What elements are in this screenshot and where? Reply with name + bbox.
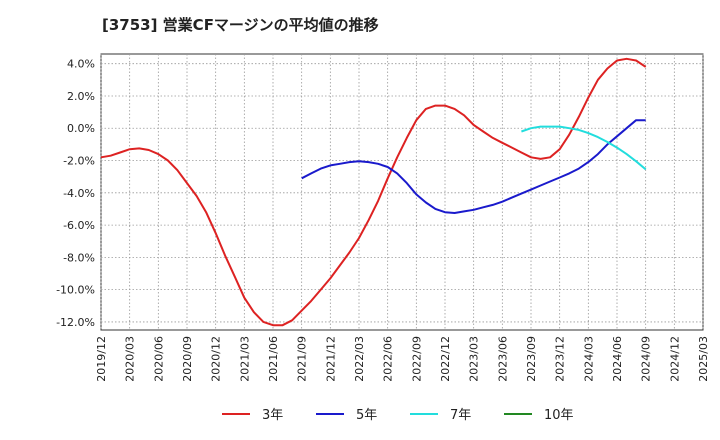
- x-tick-label: 2023/09: [525, 336, 538, 382]
- legend-label-3: 10年: [544, 408, 574, 423]
- x-tick-label: 2022/03: [353, 336, 366, 382]
- legend-label-0: 3年: [262, 408, 283, 423]
- x-tick-label: 2021/06: [267, 336, 280, 382]
- legend-label-1: 5年: [356, 408, 377, 423]
- y-axis-ticks: 4.0% 2.0% 0.0% -2.0% -4.0% -6.0% -8.0% -10.0% -1…: [56, 58, 95, 329]
- x-tick-label: 2020/06: [152, 336, 165, 382]
- x-tick-label: 2019/12: [95, 336, 108, 382]
- y-tick-label: -2.0%: [63, 155, 95, 168]
- x-tick-label: 2022/06: [382, 336, 395, 382]
- x-tick-label: 2020/03: [124, 336, 137, 382]
- x-tick-label: 2025/03: [697, 336, 710, 382]
- x-tick-label: 2024/09: [640, 336, 653, 382]
- x-tick-label: 2020/09: [181, 336, 194, 382]
- series-line-1: [301, 119, 646, 214]
- grid: [100, 54, 704, 330]
- x-tick-label: 2021/09: [296, 336, 309, 382]
- x-tick-label: 2024/03: [582, 336, 595, 382]
- x-tick-label: 2024/12: [668, 336, 681, 382]
- series-lines: [100, 57, 647, 327]
- x-tick-label: 2022/09: [410, 336, 423, 382]
- series-line-2: [521, 125, 647, 171]
- y-tick-label: 2.0%: [67, 90, 95, 103]
- y-tick-label: -8.0%: [63, 251, 95, 264]
- y-tick-label: -12.0%: [56, 316, 95, 329]
- legend: 3年 5年 7年 10年: [222, 408, 574, 423]
- y-tick-label: -10.0%: [56, 284, 95, 297]
- series-line-0: [100, 57, 647, 327]
- x-tick-label: 2022/12: [439, 336, 452, 382]
- y-tick-label: 4.0%: [67, 58, 95, 71]
- x-axis-ticks: 2019/12 2020/03 2020/06 2020/09 2020/12 2021/…: [95, 336, 710, 382]
- x-tick-label: 2023/03: [468, 336, 481, 382]
- x-tick-label: 2021/03: [238, 336, 251, 382]
- x-tick-label: 2023/12: [554, 336, 567, 382]
- y-tick-label: -4.0%: [63, 187, 95, 200]
- chart-title: [3753] 営業CFマージンの平均値の推移: [102, 16, 379, 34]
- y-tick-label: 0.0%: [67, 122, 95, 135]
- x-tick-label: 2023/06: [496, 336, 509, 382]
- x-tick-label: 2024/06: [611, 336, 624, 382]
- x-tick-label: 2021/12: [324, 336, 337, 382]
- plot-area: [100, 53, 704, 331]
- y-tick-label: -6.0%: [63, 219, 95, 232]
- x-tick-label: 2020/12: [210, 336, 223, 382]
- legend-label-2: 7年: [450, 408, 471, 423]
